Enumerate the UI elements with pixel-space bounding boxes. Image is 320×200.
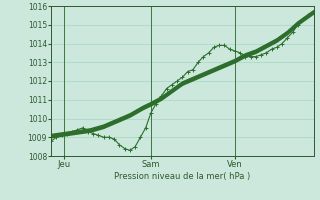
X-axis label: Pression niveau de la mer( hPa ): Pression niveau de la mer( hPa ): [114, 172, 251, 181]
